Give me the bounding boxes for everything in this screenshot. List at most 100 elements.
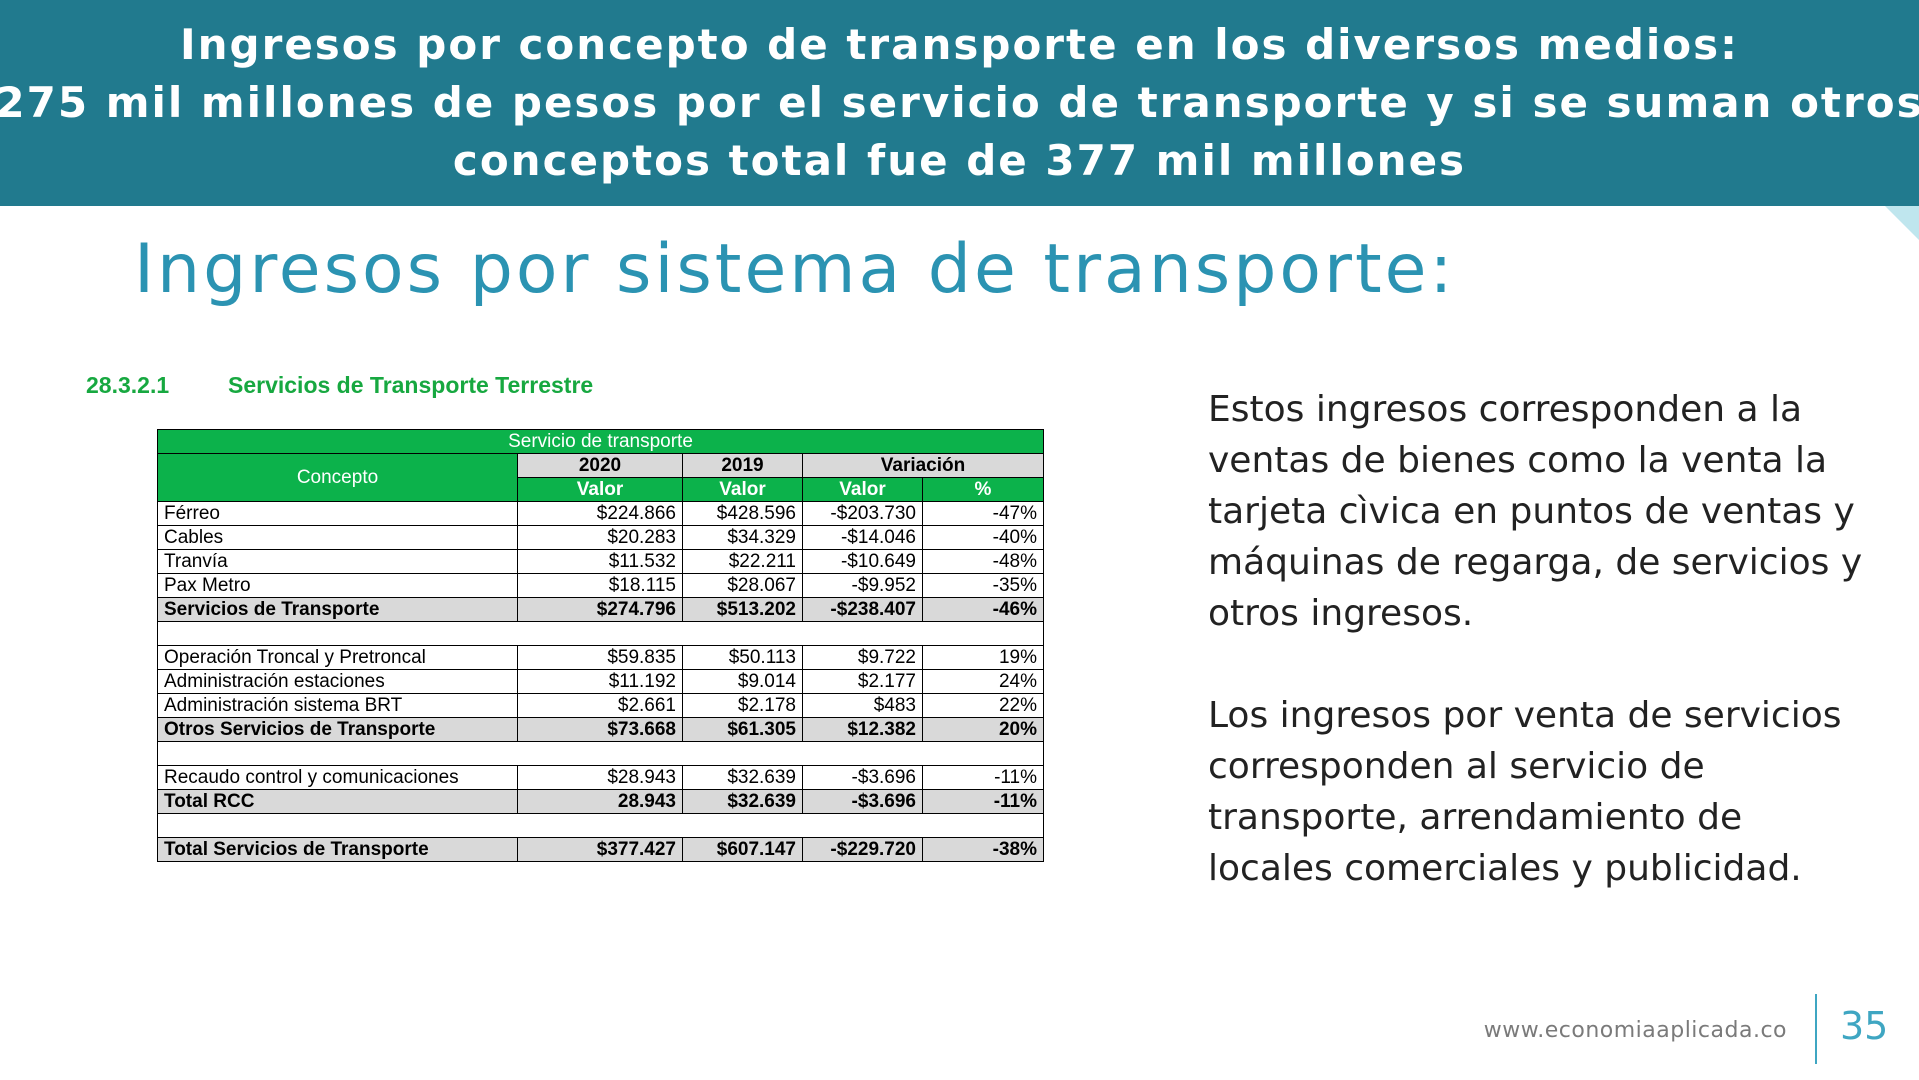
footer-divider: [1815, 994, 1817, 1064]
cell-pct: -47%: [921, 501, 1045, 526]
subtotal-row: Servicios de Transporte $274.796 $513.20…: [157, 597, 1045, 622]
cell-variation: $9.722: [802, 645, 923, 670]
cell-pct: 22%: [921, 693, 1045, 718]
spacer-cell: [156, 621, 1045, 646]
cell-2019: $513.202: [682, 597, 803, 622]
cell-pct: -11%: [921, 765, 1045, 790]
value-header-2020: Valor: [517, 477, 683, 502]
cell-concepto: Tranvía: [157, 549, 518, 574]
cell-2020: $18.115: [517, 573, 683, 598]
cell-variation: -$9.952: [802, 573, 923, 598]
cell-pct: -40%: [921, 525, 1045, 550]
cell-concepto: Administración estaciones: [157, 669, 518, 694]
cell-pct: -11%: [921, 789, 1045, 814]
spacer-cell: [156, 813, 1045, 838]
year-2020-header: 2020: [517, 453, 683, 478]
cell-2019: $428.596: [682, 501, 803, 526]
cell-pct: -38%: [921, 837, 1045, 862]
cell-2020: $59.835: [517, 645, 683, 670]
cell-2020: $11.532: [517, 549, 683, 574]
cell-variation: -$3.696: [802, 789, 923, 814]
section-title: Servicios de Transporte Terrestre: [228, 372, 594, 398]
paragraph-ingresos-ventas: Estos ingresos corresponden a la ventas …: [1208, 389, 1863, 634]
slide-title: Ingresos por sistema de transporte:: [134, 230, 1456, 309]
cell-2020: $11.192: [517, 669, 683, 694]
cell-variation: -$238.407: [802, 597, 923, 622]
section-heading: 28.3.2.1 Servicios de Transporte Terrestr…: [86, 372, 593, 399]
cell-2020: $224.866: [517, 501, 683, 526]
cell-concepto: Operación Troncal y Pretroncal: [157, 645, 518, 670]
table-row: Administración estaciones $11.192 $9.014…: [157, 669, 1045, 694]
cell-2020: $20.283: [517, 525, 683, 550]
table-caption: Servicio de transporte: [156, 429, 1045, 454]
cell-variation: $12.382: [802, 717, 923, 742]
cell-concepto: Servicios de Transporte: [157, 597, 518, 622]
cell-2019: $34.329: [682, 525, 803, 550]
cell-variation: -$3.696: [802, 765, 923, 790]
section-number: 28.3.2.1: [86, 372, 170, 398]
cell-concepto: Pax Metro: [157, 573, 518, 598]
cell-variation: $2.177: [802, 669, 923, 694]
footer-url: www.economiaaplicada.co: [1483, 1018, 1787, 1043]
cell-2019: $32.639: [682, 789, 803, 814]
cell-pct: -46%: [921, 597, 1045, 622]
cell-2019: $9.014: [682, 669, 803, 694]
grand-total-row: Total Servicios de Transporte $377.427 $…: [157, 837, 1045, 862]
table-row: Pax Metro $18.115 $28.067 -$9.952 -35%: [157, 573, 1045, 598]
cell-concepto: Administración sistema BRT: [157, 693, 518, 718]
cell-pct: 19%: [921, 645, 1045, 670]
banner-line-2: 275 mil millones de pesos por el servici…: [0, 78, 1919, 127]
table-row: Cables $20.283 $34.329 -$14.046 -40%: [157, 525, 1045, 550]
table-row: Tranvía $11.532 $22.211 -$10.649 -48%: [157, 549, 1045, 574]
cell-pct: 24%: [921, 669, 1045, 694]
value-header-variation: Valor: [802, 477, 923, 502]
table-row: Recaudo control y comunicaciones $28.943…: [157, 765, 1045, 790]
value-header-2019: Valor: [682, 477, 803, 502]
cell-variation: -$10.649: [802, 549, 923, 574]
pct-header: %: [921, 477, 1045, 502]
paragraph-ingresos-servicios: Los ingresos por venta de servicios corr…: [1208, 695, 1842, 889]
cell-2019: $61.305: [682, 717, 803, 742]
cell-variation: -$203.730: [802, 501, 923, 526]
spacer-cell: [156, 741, 1045, 766]
corner-decoration: [1885, 206, 1919, 240]
page-number: 35: [1840, 1004, 1889, 1048]
cell-variation: $483: [802, 693, 923, 718]
cell-2019: $22.211: [682, 549, 803, 574]
cell-2020: $274.796: [517, 597, 683, 622]
cell-concepto: Cables: [157, 525, 518, 550]
cell-2019: $607.147: [682, 837, 803, 862]
cell-2019: $50.113: [682, 645, 803, 670]
cell-2020: $377.427: [517, 837, 683, 862]
cell-2019: $32.639: [682, 765, 803, 790]
cell-pct: -35%: [921, 573, 1045, 598]
banner-line-3: conceptos total fue de 377 mil millones: [452, 136, 1467, 185]
spacer-row: [156, 813, 1045, 838]
cell-variation: -$229.720: [802, 837, 923, 862]
subtotal-row: Otros Servicios de Transporte $73.668 $6…: [157, 717, 1045, 742]
table-row: Férreo $224.866 $428.596 -$203.730 -47%: [157, 501, 1045, 526]
cell-2020: $28.943: [517, 765, 683, 790]
cell-concepto: Total RCC: [157, 789, 518, 814]
cell-concepto: Otros Servicios de Transporte: [157, 717, 518, 742]
cell-concepto: Férreo: [157, 501, 518, 526]
table-row: Administración sistema BRT $2.661 $2.178…: [157, 693, 1045, 718]
year-2019-header: 2019: [682, 453, 803, 478]
subtotal-row: Total RCC 28.943 $32.639 -$3.696 -11%: [157, 789, 1045, 814]
revenue-table: Servicio de transporte Concepto 2020 201…: [156, 429, 1045, 862]
cell-2020: 28.943: [517, 789, 683, 814]
table-row: Operación Troncal y Pretroncal $59.835 $…: [157, 645, 1045, 670]
header-banner: Ingresos por concepto de transporte en l…: [0, 0, 1919, 206]
cell-variation: -$14.046: [802, 525, 923, 550]
cell-concepto: Recaudo control y comunicaciones: [157, 765, 518, 790]
cell-concepto: Total Servicios de Transporte: [157, 837, 518, 862]
spacer-row: [156, 741, 1045, 766]
cell-2019: $2.178: [682, 693, 803, 718]
cell-pct: -48%: [921, 549, 1045, 574]
concept-header: Concepto: [157, 453, 518, 502]
spacer-row: [156, 621, 1045, 646]
cell-2020: $73.668: [517, 717, 683, 742]
variation-header: Variación: [801, 453, 1045, 478]
banner-line-1: Ingresos por concepto de transporte en l…: [180, 20, 1739, 69]
cell-2020: $2.661: [517, 693, 683, 718]
